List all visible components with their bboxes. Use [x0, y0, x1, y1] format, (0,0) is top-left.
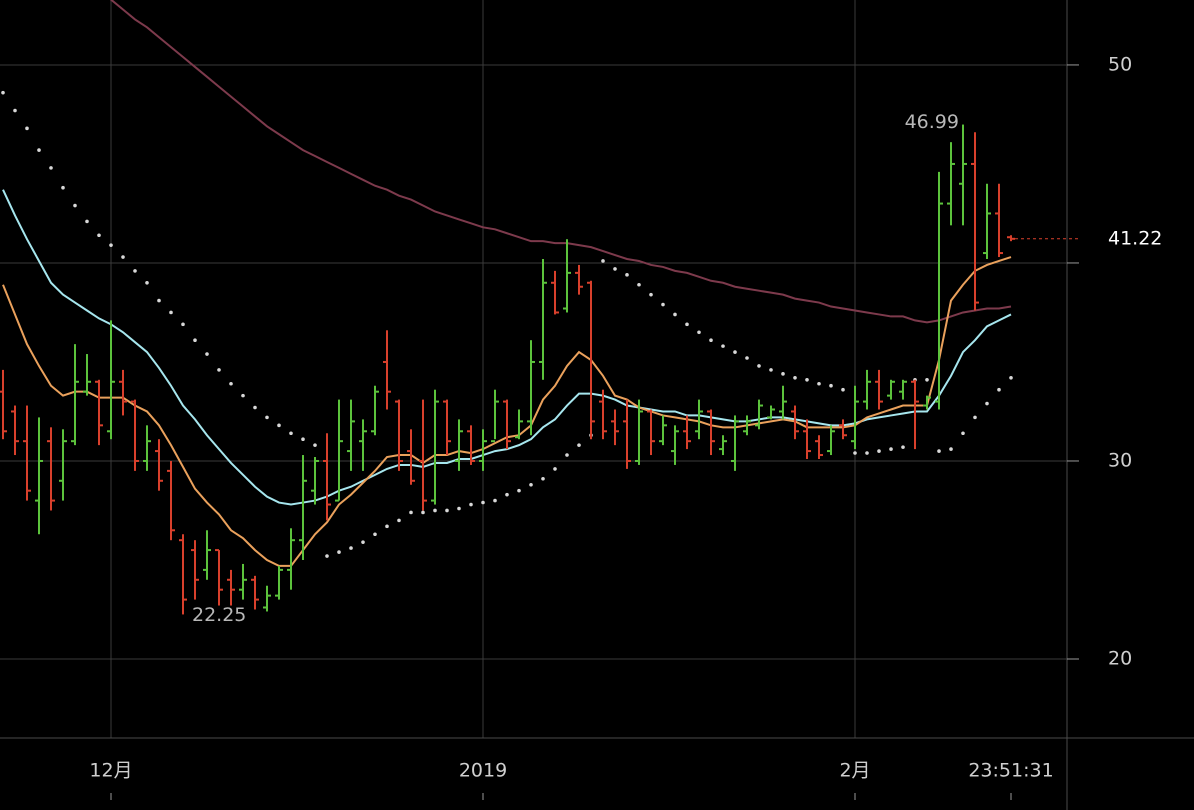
sar-dot	[325, 554, 329, 558]
sar-dot	[721, 344, 725, 348]
sar-dot	[229, 381, 233, 386]
sar-dot	[493, 498, 497, 503]
sar-dot	[985, 401, 989, 406]
sar-dot	[997, 387, 1001, 392]
sar-dot	[613, 267, 617, 271]
sar-dot	[409, 510, 413, 515]
y-tick-label: 50	[1108, 53, 1132, 75]
sar-dot	[925, 377, 929, 382]
sar-dot	[853, 451, 857, 455]
sar-dot	[673, 312, 677, 317]
sar-dot	[745, 356, 749, 360]
sar-dot	[553, 467, 557, 471]
sar-dot	[649, 292, 653, 297]
sar-dot	[973, 415, 977, 420]
sar-dot	[193, 338, 197, 342]
sar-dot	[37, 148, 41, 152]
sar-dot	[157, 298, 161, 303]
sar-dot	[685, 322, 689, 327]
sar-dot	[637, 282, 641, 287]
sar-dot	[85, 219, 89, 224]
sar-dot	[97, 233, 101, 238]
sar-dot	[265, 415, 269, 420]
sar-dot	[529, 482, 533, 487]
sar-dot	[805, 377, 809, 382]
sar-dot	[301, 437, 305, 441]
sar-dot	[205, 352, 209, 356]
sar-dot	[433, 508, 437, 513]
sar-dot	[817, 381, 821, 386]
sar-dot	[241, 393, 245, 398]
time-label: 23:51:31	[968, 760, 1053, 782]
sar-dot	[337, 550, 341, 554]
last-price-label: 41.22	[1108, 227, 1162, 249]
sar-dot	[577, 443, 581, 447]
sar-dot	[373, 532, 377, 537]
high-annotation: 46.99	[905, 111, 959, 133]
sar-dot	[625, 273, 629, 277]
sar-dot	[313, 443, 317, 447]
sar-dot	[565, 453, 569, 457]
sar-dot	[121, 255, 125, 259]
sar-dot	[709, 338, 713, 342]
sar-dot	[169, 310, 173, 315]
low-annotation: 22.25	[192, 604, 246, 626]
sar-dot	[25, 126, 29, 131]
plot-area	[0, 0, 1015, 615]
sar-dot	[133, 269, 137, 273]
y-tick-label: 30	[1108, 449, 1132, 471]
sar-dot	[829, 383, 833, 388]
sar-dot	[13, 108, 17, 113]
sar-dot	[889, 447, 893, 451]
sar-dot	[385, 524, 389, 529]
sar-dot	[505, 492, 509, 497]
sar-dot	[697, 330, 701, 335]
sar-dot	[901, 445, 905, 449]
sar-dot	[421, 510, 425, 515]
sar-dot	[877, 449, 881, 453]
x-tick-label: 2月	[839, 760, 870, 782]
moving-average-line	[109, 0, 1012, 324]
sar-dot	[1009, 376, 1013, 380]
sar-dot	[937, 449, 941, 453]
sar-dot	[517, 488, 521, 493]
sar-dot	[601, 259, 605, 263]
sar-dot	[253, 405, 257, 410]
sar-dot	[109, 243, 113, 247]
sar-dot	[277, 423, 281, 428]
sar-dot	[181, 322, 185, 327]
sar-dot	[73, 203, 77, 208]
sar-dot	[469, 502, 473, 507]
sar-dot	[769, 368, 773, 372]
sar-dot	[757, 364, 761, 368]
sar-dot	[49, 166, 53, 170]
sar-dot	[361, 540, 365, 544]
sar-dot	[793, 376, 797, 380]
sar-dot	[445, 508, 449, 513]
sar-dot	[961, 431, 965, 436]
sar-dot	[145, 280, 149, 285]
sar-dot	[781, 372, 785, 376]
y-tick-label: 20	[1108, 647, 1132, 669]
sar-dot	[349, 546, 353, 550]
sar-dot	[733, 350, 737, 354]
sar-dot	[481, 500, 485, 505]
sar-dot	[397, 518, 401, 523]
sar-dot	[541, 476, 545, 481]
x-tick-label: 12月	[89, 760, 132, 782]
sar-dot	[289, 431, 293, 436]
sar-dot	[457, 506, 461, 511]
sar-dot	[61, 185, 65, 190]
sar-dot	[1, 90, 5, 95]
x-tick-label: 2019	[459, 760, 507, 782]
sar-dot	[865, 451, 869, 455]
sar-dot	[217, 368, 221, 372]
sar-dot	[841, 387, 845, 392]
sar-dot	[949, 447, 953, 451]
sar-dot	[661, 302, 665, 307]
